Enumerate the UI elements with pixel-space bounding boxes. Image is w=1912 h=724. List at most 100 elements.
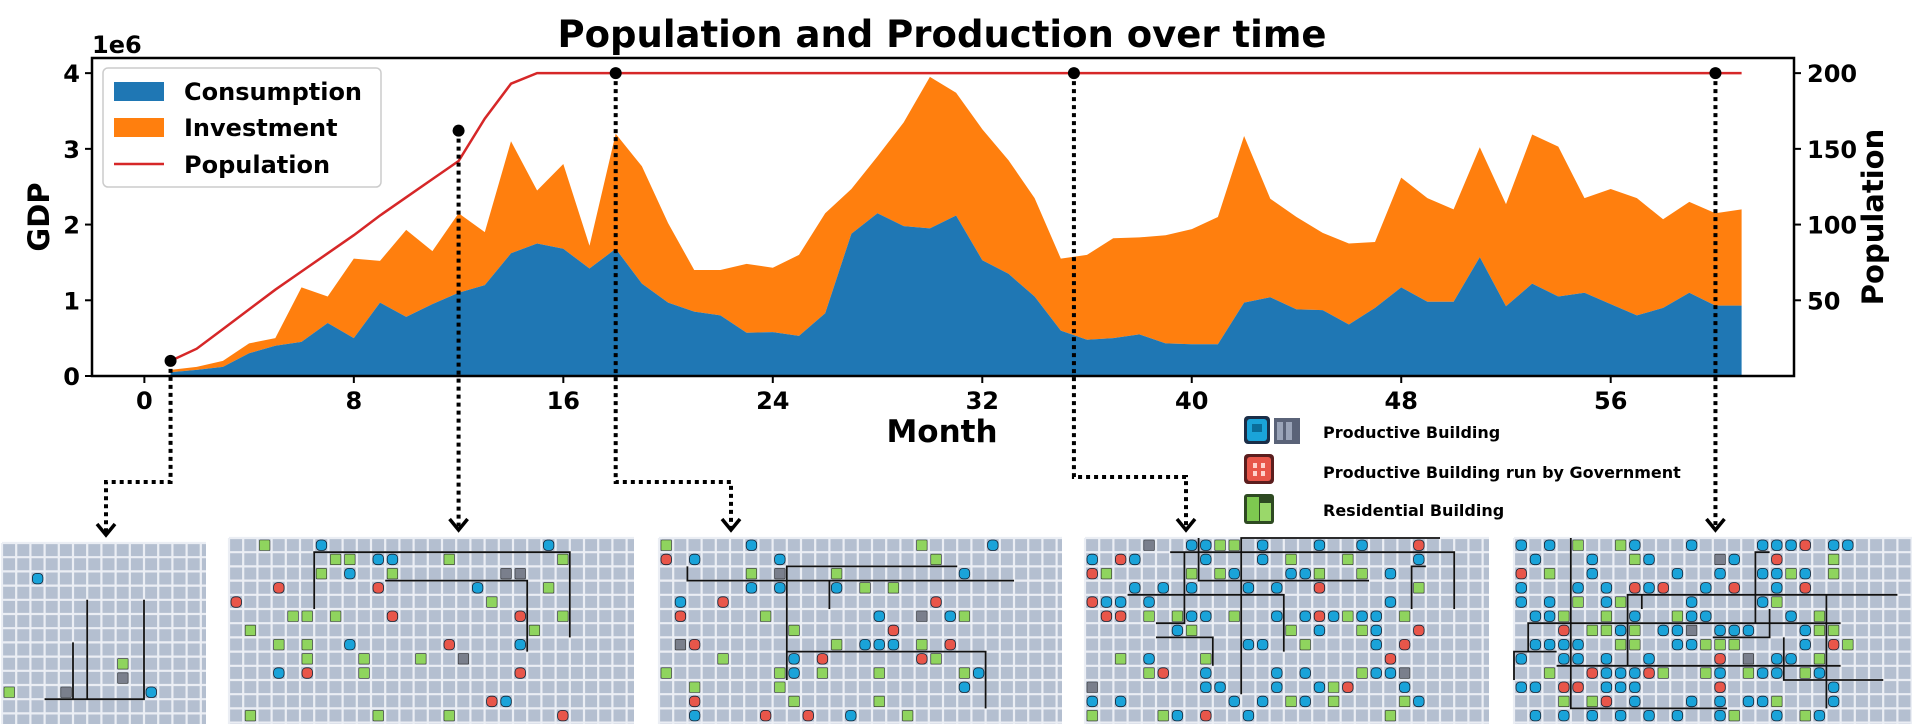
productive-building: [514, 639, 526, 651]
productive-building: [1129, 582, 1141, 594]
marker-dot: [1067, 67, 1080, 80]
productive-building: [1714, 568, 1726, 580]
government-building: [1313, 582, 1326, 594]
productive-building: [745, 582, 758, 594]
x-tick-label: 32: [966, 387, 999, 415]
residential-building: [1186, 568, 1198, 580]
productive-building: [1271, 582, 1283, 594]
productive-building: [873, 639, 885, 651]
productive-building: [1657, 624, 1669, 637]
productive-building: [1686, 610, 1698, 622]
residential-building: [788, 695, 800, 708]
y-tick-label: 0: [63, 363, 80, 391]
y-right-tick-label: 200: [1807, 60, 1857, 88]
arrow-head: [1705, 517, 1726, 533]
residential-building: [1600, 624, 1612, 637]
residential-building: [301, 610, 313, 622]
residential-building: [1771, 596, 1783, 608]
y-tick-label: 1: [63, 287, 80, 315]
productive-building: [1757, 667, 1769, 679]
productive-building: [689, 553, 701, 566]
y-offset-label: 1e6: [92, 31, 142, 59]
government-building: [230, 596, 242, 608]
legend-label-investment: Investment: [184, 114, 338, 142]
government-building: [717, 596, 729, 608]
map-snapshot-month-1: [0, 541, 206, 724]
residential-building: [816, 667, 829, 679]
government-building: [1572, 681, 1584, 693]
arrow-head: [448, 517, 469, 533]
productive-building: [1799, 624, 1811, 637]
residential-building: [831, 568, 843, 580]
productive-building: [1686, 695, 1698, 708]
productive-building: [1171, 624, 1184, 637]
productive-building: [1813, 710, 1826, 722]
productive-building: [1615, 667, 1627, 679]
map-snapshot-month-18: [657, 536, 1062, 724]
residential-building: [1572, 539, 1584, 551]
government-building: [1728, 582, 1740, 594]
residential-building: [873, 695, 885, 708]
productive-building: [1771, 568, 1783, 580]
residential-building: [916, 539, 928, 551]
productive-building: [1615, 624, 1627, 637]
residential-building: [315, 568, 328, 580]
residential-building: [1356, 667, 1368, 679]
residential-building: [443, 710, 455, 722]
productive-building: [1214, 681, 1226, 693]
factory-building: [1399, 667, 1411, 679]
residential-building: [117, 658, 129, 670]
government-building: [1115, 610, 1127, 622]
map-snapshot-month-12: [227, 536, 634, 724]
x-ticks: 0 8 16 24 32 40 48 56: [136, 376, 1627, 415]
productive-building: [1558, 653, 1570, 665]
residential-building: [443, 553, 455, 566]
marker-dot: [164, 354, 177, 367]
productive-building: [1671, 639, 1684, 651]
government-building: [1714, 653, 1726, 665]
area-layer: [170, 76, 1742, 376]
residential-building: [873, 667, 885, 679]
residential-building: [1228, 610, 1240, 622]
y-tick-label: 2: [63, 212, 80, 240]
residential-building: [774, 681, 786, 693]
residential-building: [372, 710, 384, 722]
productive-building: [1586, 568, 1598, 580]
productive-building: [873, 610, 885, 622]
productive-building: [1086, 695, 1098, 708]
productive-building: [887, 639, 900, 651]
residential-building: [1629, 553, 1641, 566]
government-building: [1600, 695, 1613, 708]
productive-building: [1813, 667, 1826, 679]
government-building: [1657, 582, 1669, 594]
productive-building: [1572, 582, 1584, 594]
productive-building: [1700, 582, 1712, 594]
x-tick-label: 40: [1175, 387, 1208, 415]
x-tick-label: 16: [547, 387, 580, 415]
government-building: [273, 582, 285, 594]
productive-building: [1600, 653, 1613, 665]
government-building: [1714, 681, 1726, 693]
factory-building: [774, 568, 786, 580]
residential-building: [1828, 568, 1840, 580]
factory-building: [60, 686, 72, 698]
residential-building: [930, 653, 942, 665]
residential-building: [358, 667, 370, 679]
chart-legend: Consumption Investment Population: [102, 67, 382, 188]
productive-building: [1629, 610, 1641, 622]
productive-building: [674, 596, 687, 608]
factory-building: [1686, 624, 1698, 637]
productive-building: [1129, 553, 1141, 566]
residential-building: [1615, 596, 1627, 608]
y-tick-label: 4: [63, 60, 80, 88]
residential-building: [1813, 610, 1825, 622]
residential-building: [1714, 639, 1726, 651]
productive-building: [1257, 695, 1269, 708]
residential-building: [1115, 653, 1127, 665]
government-building: [887, 624, 900, 637]
residential-building: [774, 667, 786, 679]
productive-building: [1242, 582, 1255, 594]
productive-building: [1186, 539, 1198, 551]
residential-building: [1214, 539, 1226, 551]
